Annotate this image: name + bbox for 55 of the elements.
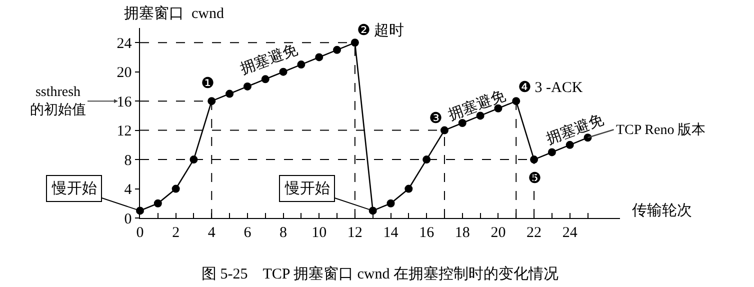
annotation: ❶ [201, 76, 214, 92]
x-tick-label: 8 [280, 225, 288, 242]
point [333, 46, 342, 54]
annotation: 拥塞避免 [446, 87, 508, 124]
x-tick-label: 18 [454, 225, 470, 242]
x-tick-label: 2 [172, 225, 180, 242]
annotation: ❺ [528, 171, 541, 187]
point [261, 75, 270, 84]
annotation: ❹ 3 -ACK [518, 80, 583, 96]
point [350, 38, 359, 47]
point [548, 148, 556, 156]
annotation: 慢开始 [51, 180, 97, 197]
y-axis-title: 拥塞窗口 cwnd [124, 5, 224, 22]
point [404, 184, 413, 193]
x-tick-label: 24 [562, 225, 578, 242]
y-tick-label: 16 [116, 94, 132, 110]
point [208, 97, 216, 106]
point [279, 68, 288, 76]
x-tick-label: 20 [490, 225, 506, 242]
annotation: ssthresh 的初始值 [30, 85, 86, 118]
annotation: ❷ 超时 [357, 22, 404, 39]
point [530, 156, 538, 164]
x-axis-title: 传输轮次 [632, 202, 692, 219]
x-tick-label: 4 [208, 225, 216, 242]
annotation: TCP Reno 版本 [616, 122, 706, 138]
x-tick-label: 14 [383, 225, 399, 242]
point [386, 199, 395, 208]
x-tick-label: 12 [347, 225, 362, 242]
x-tick-label: 0 [136, 225, 144, 242]
y-tick-label: 12 [116, 124, 132, 140]
point [422, 156, 431, 164]
point [172, 184, 180, 193]
point [566, 140, 574, 149]
y-tick-label: 4 [124, 182, 132, 198]
point [297, 60, 306, 69]
y-tick-label: 8 [124, 152, 132, 169]
point [243, 82, 252, 90]
annotation: 慢开始 [284, 180, 330, 197]
annotation: 拥塞避免 [238, 41, 300, 78]
annotation: 拥塞避免 [544, 111, 606, 148]
x-tick-label: 16 [419, 225, 435, 242]
y-tick-label: 24 [116, 36, 132, 52]
annotation: ❸ [429, 111, 442, 127]
point [440, 126, 448, 134]
point [512, 97, 520, 106]
point [315, 53, 324, 62]
point [154, 199, 162, 208]
x-tick-label: 6 [244, 225, 252, 242]
x-tick-label: 10 [312, 225, 327, 242]
point [226, 90, 234, 98]
point [190, 156, 198, 164]
text: 图 5-25 TCP 拥塞窗口 cwnd 在拥塞控制时的变化情况 [202, 265, 558, 282]
x-tick-label: 22 [526, 225, 542, 242]
y-tick-label: 20 [116, 65, 132, 82]
y-tick-label: 0 [124, 211, 132, 228]
